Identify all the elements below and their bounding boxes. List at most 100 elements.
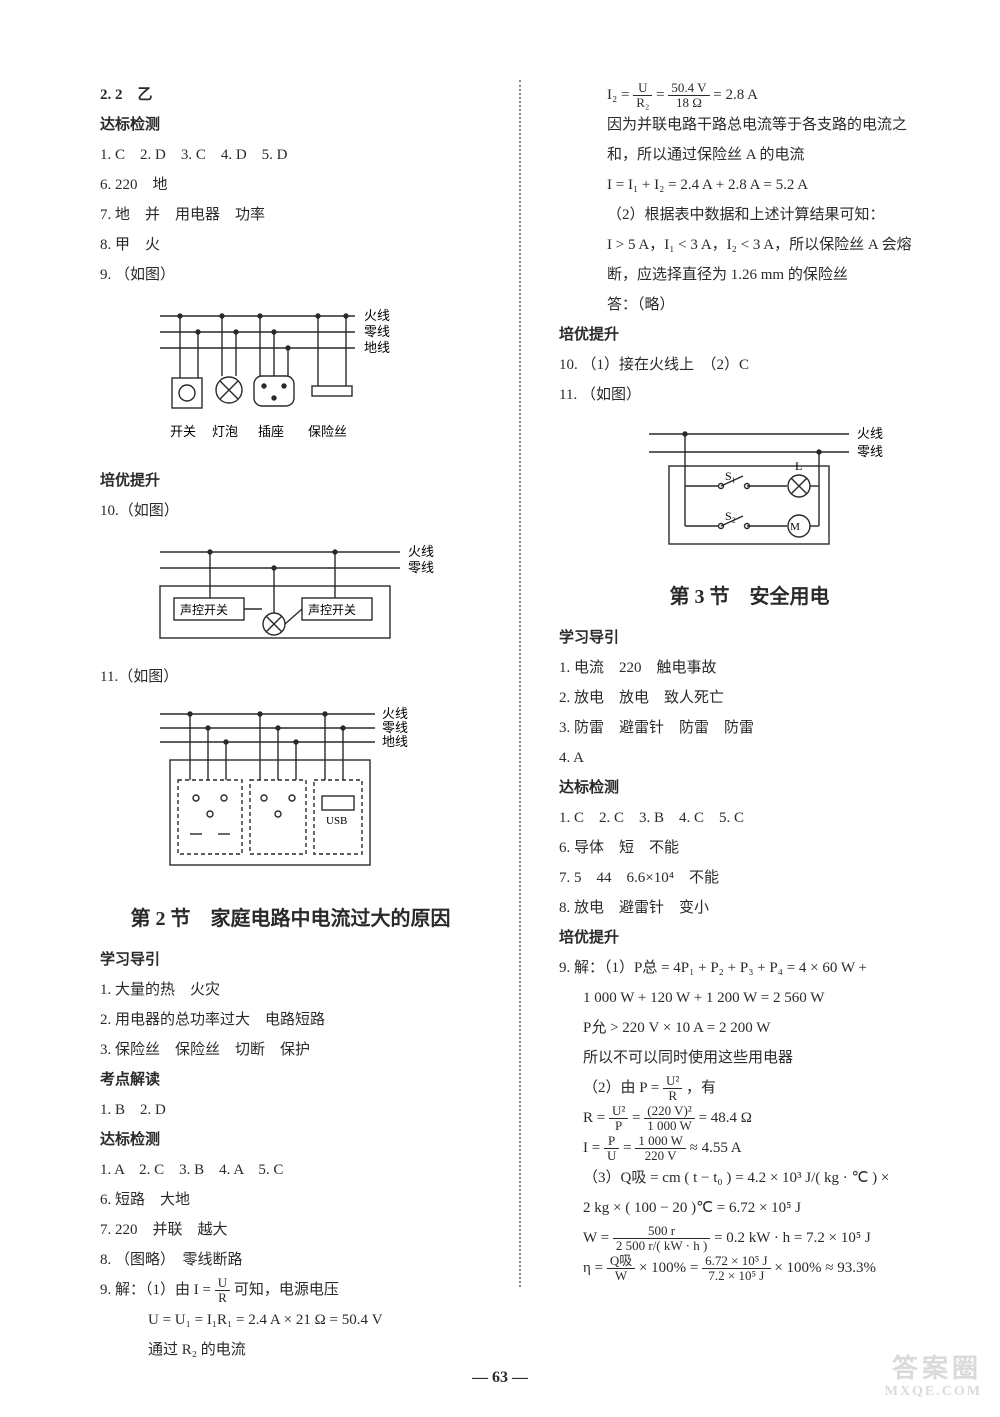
fraction: 500 r2 500 r/( kW · h ) (613, 1224, 710, 1252)
section-title: 达标检测 (559, 773, 940, 803)
answer-line: 7. 地 并 用电器 功率 (100, 200, 481, 230)
answer-line: 8. 放电 避雷针 变小 (559, 893, 940, 923)
answer-line: 1. B 2. D (100, 1095, 481, 1125)
text: = (623, 1140, 635, 1156)
answer-line: 11.（如图） (100, 662, 481, 692)
text: W = (583, 1230, 613, 1246)
box-label: 声控开关 (308, 603, 356, 617)
label: S₂ (725, 509, 736, 523)
answer-line: 1. 电流 220 触电事故 (559, 653, 940, 683)
equation: I₂ = UR₂ = 50.4 V18 Ω = 2.8 A (559, 80, 940, 110)
label: 保险丝 (308, 424, 347, 439)
section-title: 培优提升 (559, 320, 940, 350)
section-title: 学习导引 (100, 945, 481, 975)
watermark-bottom: MXQE.COM (885, 1384, 982, 1399)
answer-line: 1. C 2. C 3. B 4. C 5. C (559, 803, 940, 833)
equation: I = I₁ + I₂ = 2.4 A + 2.8 A = 5.2 A (559, 170, 940, 200)
text: = 48.4 Ω (699, 1110, 752, 1126)
text: × 100% ≈ 93.3% (774, 1260, 876, 1276)
right-column: I₂ = UR₂ = 50.4 V18 Ω = 2.8 A 因为并联电路干路总电… (559, 80, 940, 1287)
answer-line: 3. 保险丝 保险丝 切断 保护 (100, 1035, 481, 1065)
text: 断，应选择直径为 1.26 mm 的保险丝 (559, 260, 940, 290)
rail-label: 零线 (857, 444, 883, 459)
box-label: 声控开关 (180, 603, 228, 617)
fraction: 50.4 V18 Ω (668, 81, 709, 109)
answer-line: 8. 甲 火 (100, 230, 481, 260)
answer-line: 1. 大量的热 火灾 (100, 975, 481, 1005)
equation: （2）由 P = U²R ，有 (559, 1073, 940, 1103)
fraction: 6.72 × 10⁵ J7.2 × 10⁵ J (702, 1254, 770, 1282)
answer-line: 7. 220 并联 越大 (100, 1215, 481, 1245)
answer-line: 4. A (559, 743, 940, 773)
answer-line: 7. 5 44 6.6×10⁴ 不能 (559, 863, 940, 893)
equation: 2 kg × ( 100 − 20 )℃ = 6.72 × 10⁵ J (559, 1193, 940, 1223)
label: 灯泡 (212, 424, 238, 439)
text: × 100% = (639, 1260, 702, 1276)
rail-label: 火线 (382, 706, 408, 721)
section-title: 培优提升 (100, 466, 481, 496)
text: = 2.8 A (713, 87, 758, 103)
text: （2）根据表中数据和上述计算结果可知： (559, 200, 940, 230)
watermark-top: 答案圈 (892, 1354, 982, 1383)
text: 和，所以通过保险丝 A 的电流 (559, 140, 940, 170)
answer-line: 11. （如图） (559, 380, 940, 410)
fraction: U²R (663, 1074, 682, 1102)
text: I₂ = (607, 87, 633, 103)
equation: P允 > 220 V × 10 A = 2 200 W (559, 1013, 940, 1043)
text: = (656, 87, 668, 103)
text: η = (583, 1260, 607, 1276)
answer-line: 2. 用电器的总功率过大 电路短路 (100, 1005, 481, 1035)
text: 可知，电源电压 (234, 1282, 339, 1298)
text: 通过 R₂ 的电流 (100, 1335, 481, 1365)
text: 所以不可以同时使用这些用电器 (559, 1043, 940, 1073)
answer-line: 1. C 2. D 3. C 4. D 5. D (100, 140, 481, 170)
fraction: PU (604, 1134, 619, 1162)
equation: η = Q吸W × 100% = 6.72 × 10⁵ J7.2 × 10⁵ J… (559, 1253, 940, 1283)
answer-line: 6. 导体 短 不能 (559, 833, 940, 863)
rail-label: 地线 (382, 734, 408, 749)
section-heading: 第 3 节 安全用电 (559, 580, 940, 609)
label: 插座 (258, 424, 284, 439)
rail-label: 火线 (364, 308, 390, 323)
equation: 1 000 W + 120 W + 1 200 W = 2 560 W (559, 983, 940, 1013)
rail-label: 火线 (857, 426, 883, 441)
text: ≈ 4.55 A (690, 1140, 742, 1156)
text: R = (583, 1110, 609, 1126)
page-number: — 63 — (0, 1369, 1000, 1387)
answer-line: 3. 防雷 避雷针 防雷 防雷 (559, 713, 940, 743)
text: = (632, 1110, 644, 1126)
diagram-q10: 火线 零线 声控开关 声控开关 (150, 534, 481, 654)
answer-line: 2. 放电 放电 致人死亡 (559, 683, 940, 713)
fraction: (220 V)²1 000 W (644, 1104, 695, 1132)
fraction: UR₂ (633, 81, 652, 109)
section-title: 考点解读 (100, 1065, 481, 1095)
equation: U = U₁ = I₁R₁ = 2.4 A × 21 Ω = 50.4 V (100, 1305, 481, 1335)
label: L (795, 459, 802, 473)
equation: I = PU = 1 000 W220 V ≈ 4.55 A (559, 1133, 940, 1163)
rail-label: 零线 (382, 720, 408, 735)
diagram-q9: 火线 零线 地线 开关 灯泡 插座 保险丝 (150, 298, 481, 458)
text: （2）由 P = (583, 1080, 663, 1096)
equation: （3）Q吸 = cm ( t − t₀ ) = 4.2 × 10³ J/( kg… (559, 1163, 940, 1193)
text: I = (583, 1140, 604, 1156)
text: 9. 解：（1）P总 = 4P₁ + P₂ + P₃ + P₄ = 4 × 60… (559, 953, 940, 983)
diagram-q11: 火线 零线 地线 USB (150, 700, 481, 880)
page: 2. 2 乙 达标检测 1. C 2. D 3. C 4. D 5. D 6. … (0, 0, 1000, 1337)
equation: W = 500 r2 500 r/( kW · h ) = 0.2 kW · h… (559, 1223, 940, 1253)
equation: R = U²P = (220 V)²1 000 W = 48.4 Ω (559, 1103, 940, 1133)
answer-line: 6. 220 地 (100, 170, 481, 200)
rail-label: 地线 (364, 340, 390, 355)
label: 开关 (170, 424, 196, 439)
text: 答：（略） (559, 290, 940, 320)
fraction: Q吸W (607, 1254, 635, 1282)
answer-line: 10. （1）接在火线上 （2）C (559, 350, 940, 380)
rail-label: 零线 (408, 560, 434, 575)
watermark: 答案圈 MXQE.COM (885, 1355, 982, 1399)
rail-label: 零线 (364, 324, 390, 339)
fraction: 1 000 W220 V (635, 1134, 686, 1162)
fraction: U²P (609, 1104, 628, 1132)
section-heading: 第 2 节 家庭电路中电流过大的原因 (100, 902, 481, 931)
section-title: 达标检测 (100, 1125, 481, 1155)
label: S₁ (725, 469, 736, 483)
svg-text:M: M (790, 521, 800, 533)
